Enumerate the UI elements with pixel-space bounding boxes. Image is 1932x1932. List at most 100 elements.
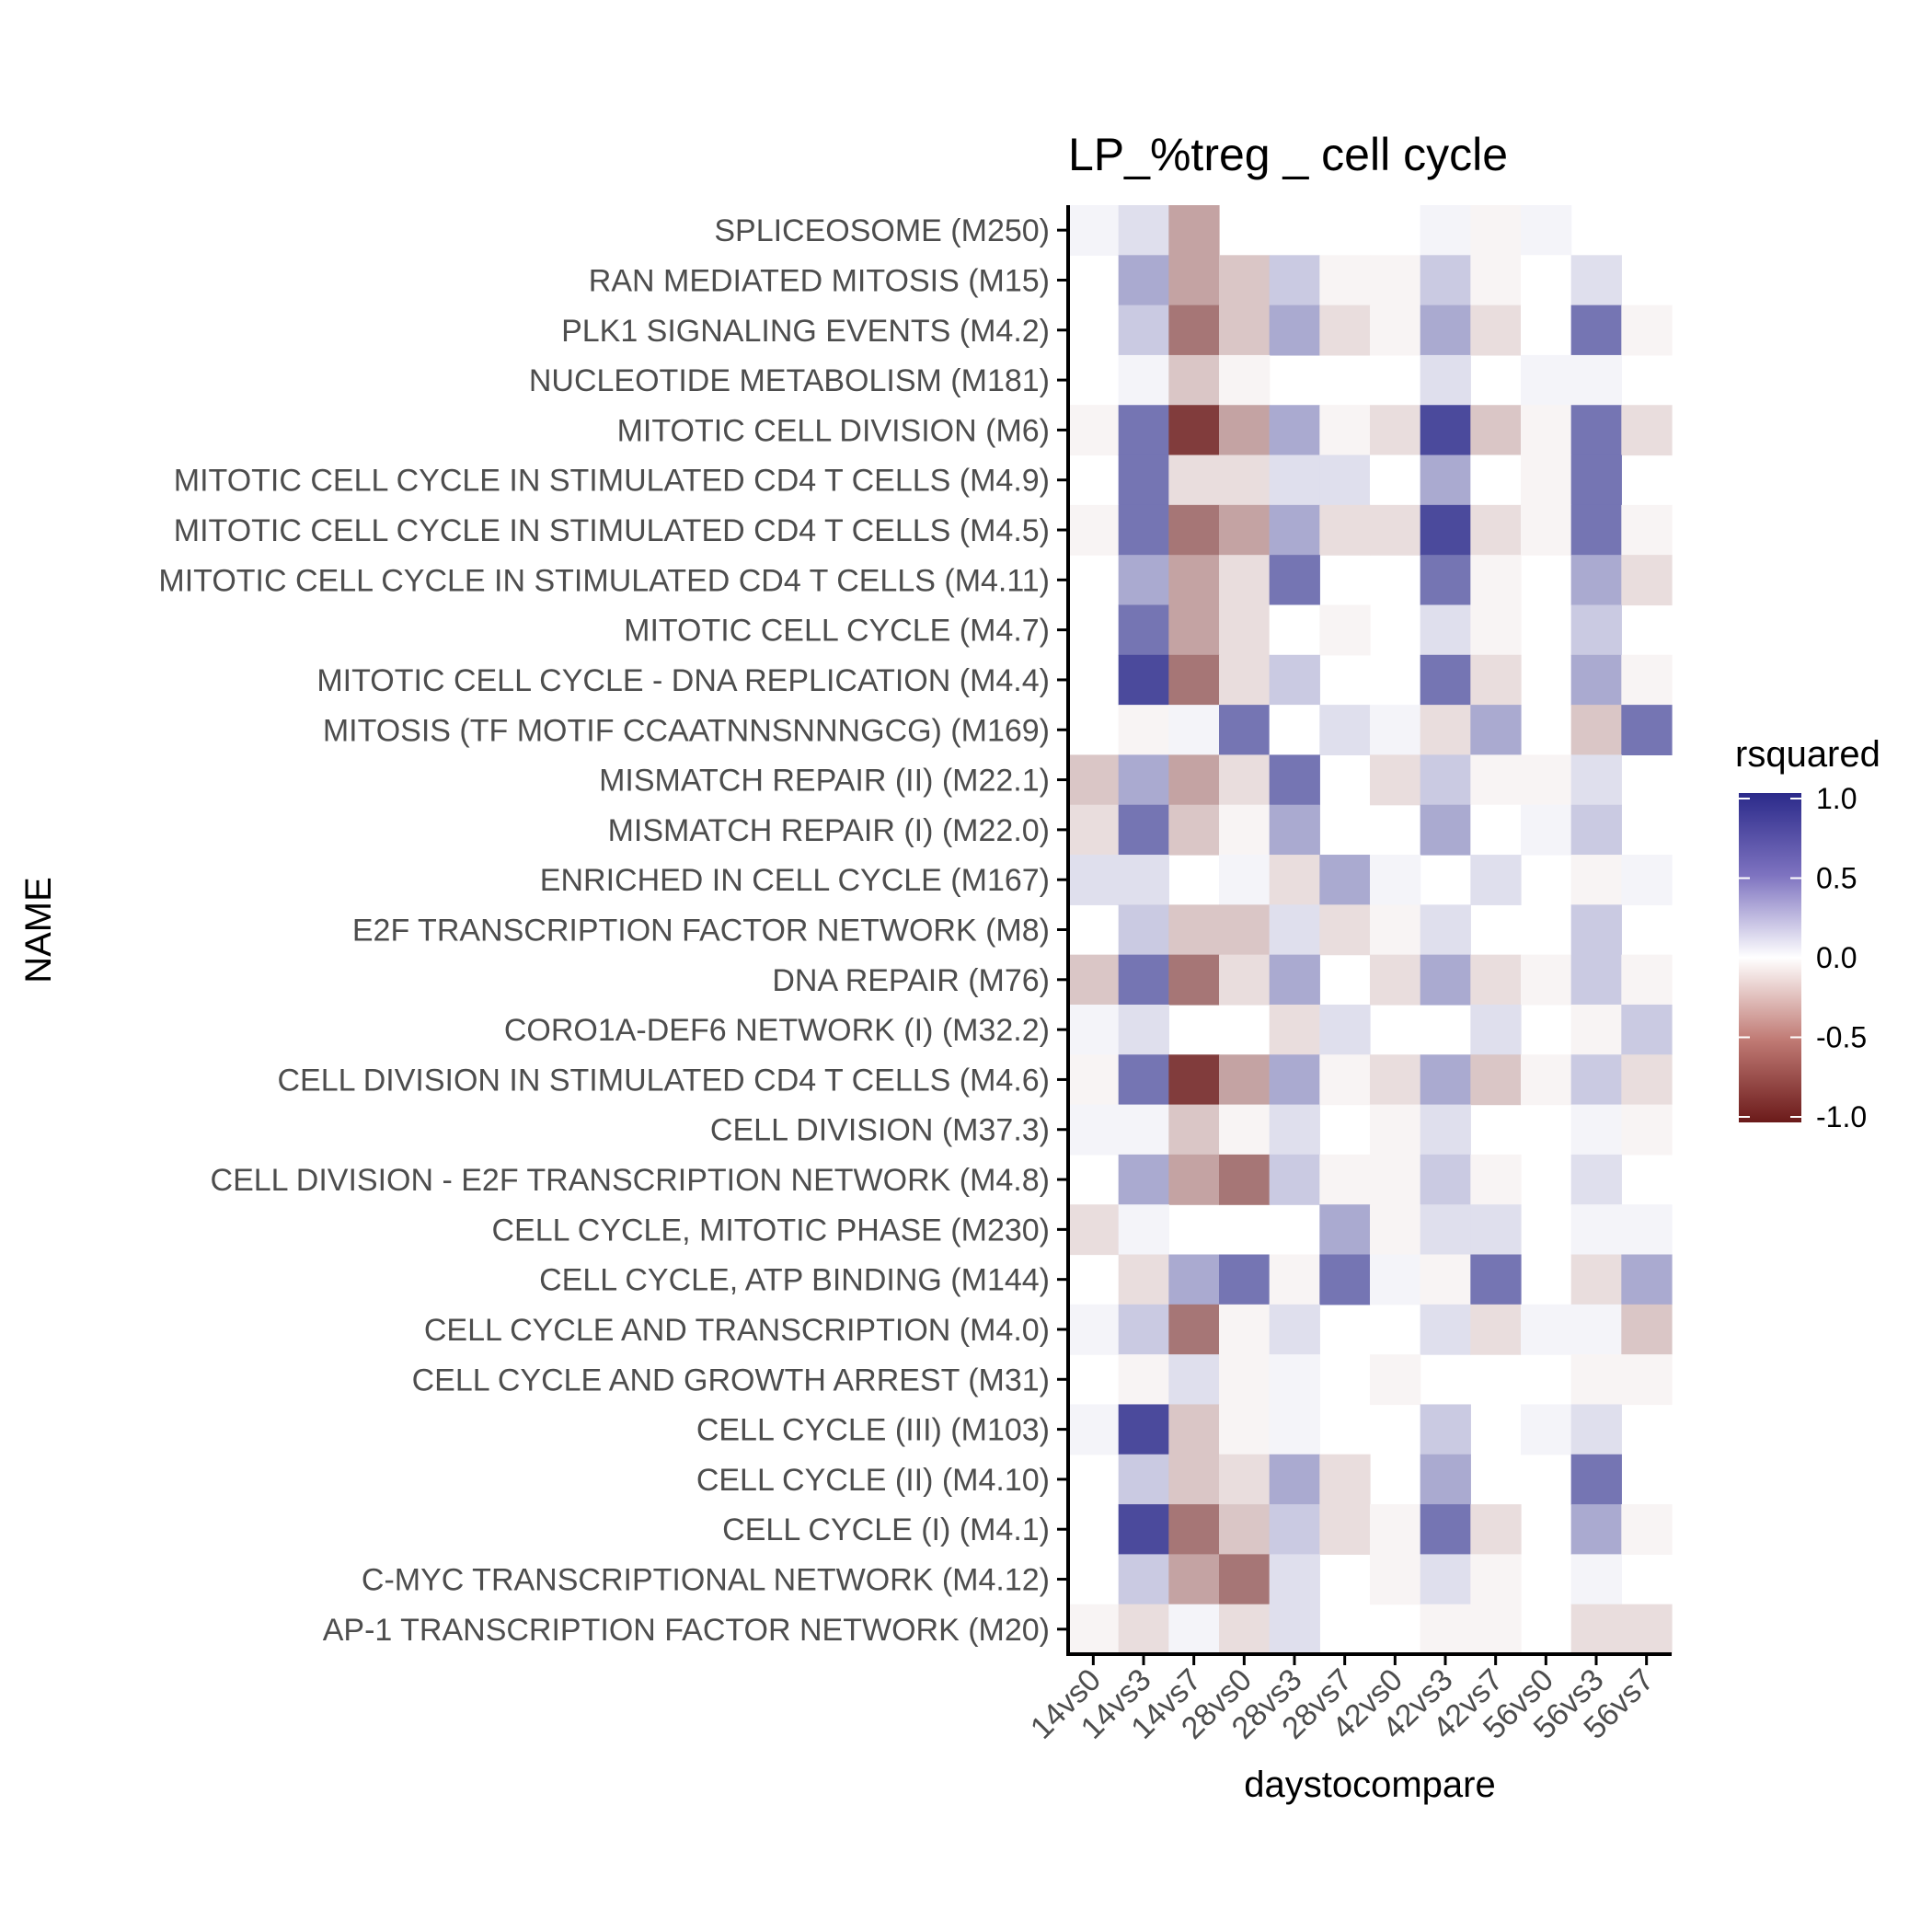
row-label: CELL CYCLE, MITOTIC PHASE (M230) (492, 1213, 1051, 1248)
heatmap-cell (1219, 1454, 1271, 1505)
heatmap-cell (1219, 1154, 1271, 1205)
heatmap-cell (1168, 504, 1220, 556)
heatmap-cell (1168, 1604, 1220, 1655)
heatmap-cell (1118, 1504, 1169, 1555)
heatmap-cell (1219, 405, 1271, 456)
heatmap-cell (1621, 1504, 1673, 1555)
heatmap-cell (1319, 1054, 1371, 1106)
heatmap-cell (1621, 504, 1673, 556)
heatmap-cell (1319, 855, 1371, 905)
heatmap-cell (1570, 1254, 1622, 1305)
heatmap-cell (1219, 754, 1271, 806)
heatmap-cell (1219, 305, 1271, 356)
heatmap-cell (1570, 1404, 1622, 1455)
heatmap-cell (1420, 1304, 1471, 1355)
heatmap-cell (1420, 504, 1471, 556)
heatmap-cell (1168, 754, 1220, 806)
heatmap-cell (1420, 1454, 1471, 1505)
heatmap-cell (1118, 205, 1169, 256)
heatmap-cell (1269, 454, 1320, 506)
heatmap-cell (1570, 1604, 1622, 1655)
row-label: NUCLEOTIDE METABOLISM (M181) (529, 363, 1050, 398)
heatmap-cell (1068, 1054, 1120, 1106)
heatmap-cell (1269, 1254, 1320, 1305)
heatmap-cell (1370, 754, 1421, 806)
heatmap-cell (1470, 754, 1522, 806)
x-axis-title: daystocompare (1244, 1765, 1495, 1805)
heatmap-cell (1621, 405, 1673, 456)
heatmap-cell (1420, 1504, 1471, 1555)
heatmap-cell (1068, 405, 1120, 456)
heatmap-cell (1420, 1254, 1471, 1305)
heatmap-cell (1570, 1504, 1622, 1555)
heatmap-cell (1118, 354, 1169, 406)
heatmap-cell (1168, 1404, 1220, 1455)
heatmap-cell (1420, 1604, 1471, 1655)
heatmap-cell (1168, 1104, 1220, 1156)
heatmap-cell (1168, 1304, 1220, 1355)
heatmap-cell (1470, 1054, 1522, 1106)
heatmap-cell (1420, 205, 1471, 256)
heatmap-cell (1570, 555, 1622, 606)
heatmap-cell (1420, 555, 1471, 606)
heatmap-cell (1118, 705, 1169, 756)
heatmap-cell (1370, 705, 1421, 756)
heatmap-cell (1470, 205, 1522, 256)
heatmap-cell (1570, 454, 1622, 506)
heatmap-cell (1470, 1504, 1522, 1555)
heatmap-cell (1269, 1104, 1320, 1156)
heatmap-cell (1420, 1054, 1471, 1106)
heatmap-cell (1521, 804, 1572, 856)
heatmap-cell (1118, 654, 1169, 706)
heatmap-cell (1521, 1404, 1572, 1455)
heatmap-cell (1470, 654, 1522, 706)
row-label: MISMATCH REPAIR (I) (M22.0) (608, 813, 1050, 848)
heatmap-cell (1420, 1554, 1471, 1605)
heatmap-cell (1219, 904, 1271, 956)
heatmap-cell (1068, 1204, 1120, 1256)
heatmap-cell (1319, 504, 1371, 556)
row-label: CELL CYCLE, ATP BINDING (M144) (539, 1263, 1050, 1298)
heatmap-cell (1118, 1354, 1169, 1406)
heatmap-cell (1068, 504, 1120, 556)
heatmap-cell (1219, 1304, 1271, 1355)
legend-tick-label: -1.0 (1816, 1100, 1867, 1133)
heatmap-cell (1219, 1254, 1271, 1305)
heatmap-cell (1219, 1504, 1271, 1555)
heatmap-cell (1118, 804, 1169, 856)
heatmap-cell (1168, 1504, 1220, 1555)
row-label: CELL CYCLE (I) (M4.1) (722, 1512, 1050, 1547)
heatmap-cell (1570, 1004, 1622, 1055)
heatmap-cell (1621, 855, 1673, 905)
heatmap-cell (1269, 555, 1320, 606)
heatmap-cell (1470, 855, 1522, 905)
heatmap-cell (1118, 504, 1169, 556)
heatmap-cell (1470, 305, 1522, 356)
heatmap-cell (1570, 1554, 1622, 1605)
heatmap-cell (1319, 1204, 1371, 1256)
heatmap-cell (1319, 904, 1371, 956)
heatmap-cell (1370, 855, 1421, 905)
heatmap-cell (1570, 1104, 1622, 1156)
heatmap-cell (1570, 1154, 1622, 1205)
heatmap-cell (1370, 1504, 1421, 1555)
row-label: CELL DIVISION (M37.3) (710, 1113, 1050, 1148)
heatmap-cell (1118, 255, 1169, 306)
heatmap-cell (1420, 804, 1471, 856)
heatmap-cell (1420, 954, 1471, 1006)
legend-tick-label: 0.0 (1816, 941, 1857, 974)
heatmap-cell (1370, 1204, 1421, 1256)
heatmap-cell (1570, 1204, 1622, 1256)
heatmap-cell (1118, 1404, 1169, 1455)
heatmap-cell (1370, 1054, 1421, 1106)
heatmap-cell (1118, 904, 1169, 956)
heatmap-cell (1118, 454, 1169, 506)
row-label: C-MYC TRANSCRIPTIONAL NETWORK (M4.12) (362, 1563, 1050, 1598)
legend-tick-label: 0.5 (1816, 862, 1857, 895)
row-label: E2F TRANSCRIPTION FACTOR NETWORK (M8) (352, 914, 1050, 949)
heatmap-cell (1570, 255, 1622, 306)
row-label: MITOSIS (TF MOTIF CCAATNNSNNNGCG) (M169) (323, 713, 1050, 748)
heatmap-cell (1521, 405, 1572, 456)
heatmap-cell (1420, 654, 1471, 706)
